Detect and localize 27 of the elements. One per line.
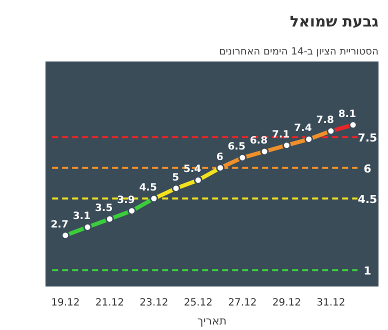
x-axis-title: תאריך	[197, 314, 227, 328]
ref-line-label: 4.5	[358, 193, 378, 206]
data-label: 3.9	[117, 194, 135, 206]
x-tick-label: 31.12	[316, 298, 346, 308]
x-tick-label: 25.12	[184, 298, 212, 308]
data-label: 7.8	[316, 115, 334, 126]
data-label: 8.1	[338, 108, 356, 120]
x-tick-label: 29.12	[272, 298, 302, 308]
chart-subtitle: הסטוריית הציון ב-14 הימים האחרונים	[219, 46, 379, 58]
data-label: 6	[216, 152, 224, 163]
chart-title: גבעת שמואל	[290, 12, 379, 30]
data-label: 5	[172, 172, 180, 184]
x-tick-label: 21.12	[95, 298, 124, 308]
ref-line-label: 7.5	[358, 132, 378, 145]
data-label: 6.8	[250, 136, 268, 146]
data-label: 2.7	[50, 219, 68, 230]
data-label: 4.5	[139, 182, 157, 194]
data-label: 6.5	[228, 142, 246, 153]
ref-line-label: 1	[364, 264, 372, 278]
data-label: 3.5	[94, 203, 113, 214]
data-label: 5.4	[183, 164, 202, 176]
x-tick-label: 27.12	[228, 298, 257, 308]
x-tick-label: 19.12	[51, 298, 80, 308]
data-label: 3.1	[72, 211, 91, 222]
x-tick-label: 23.12	[140, 298, 168, 308]
data-label: 7.4	[294, 123, 312, 134]
ref-line-label: 6	[364, 162, 372, 176]
